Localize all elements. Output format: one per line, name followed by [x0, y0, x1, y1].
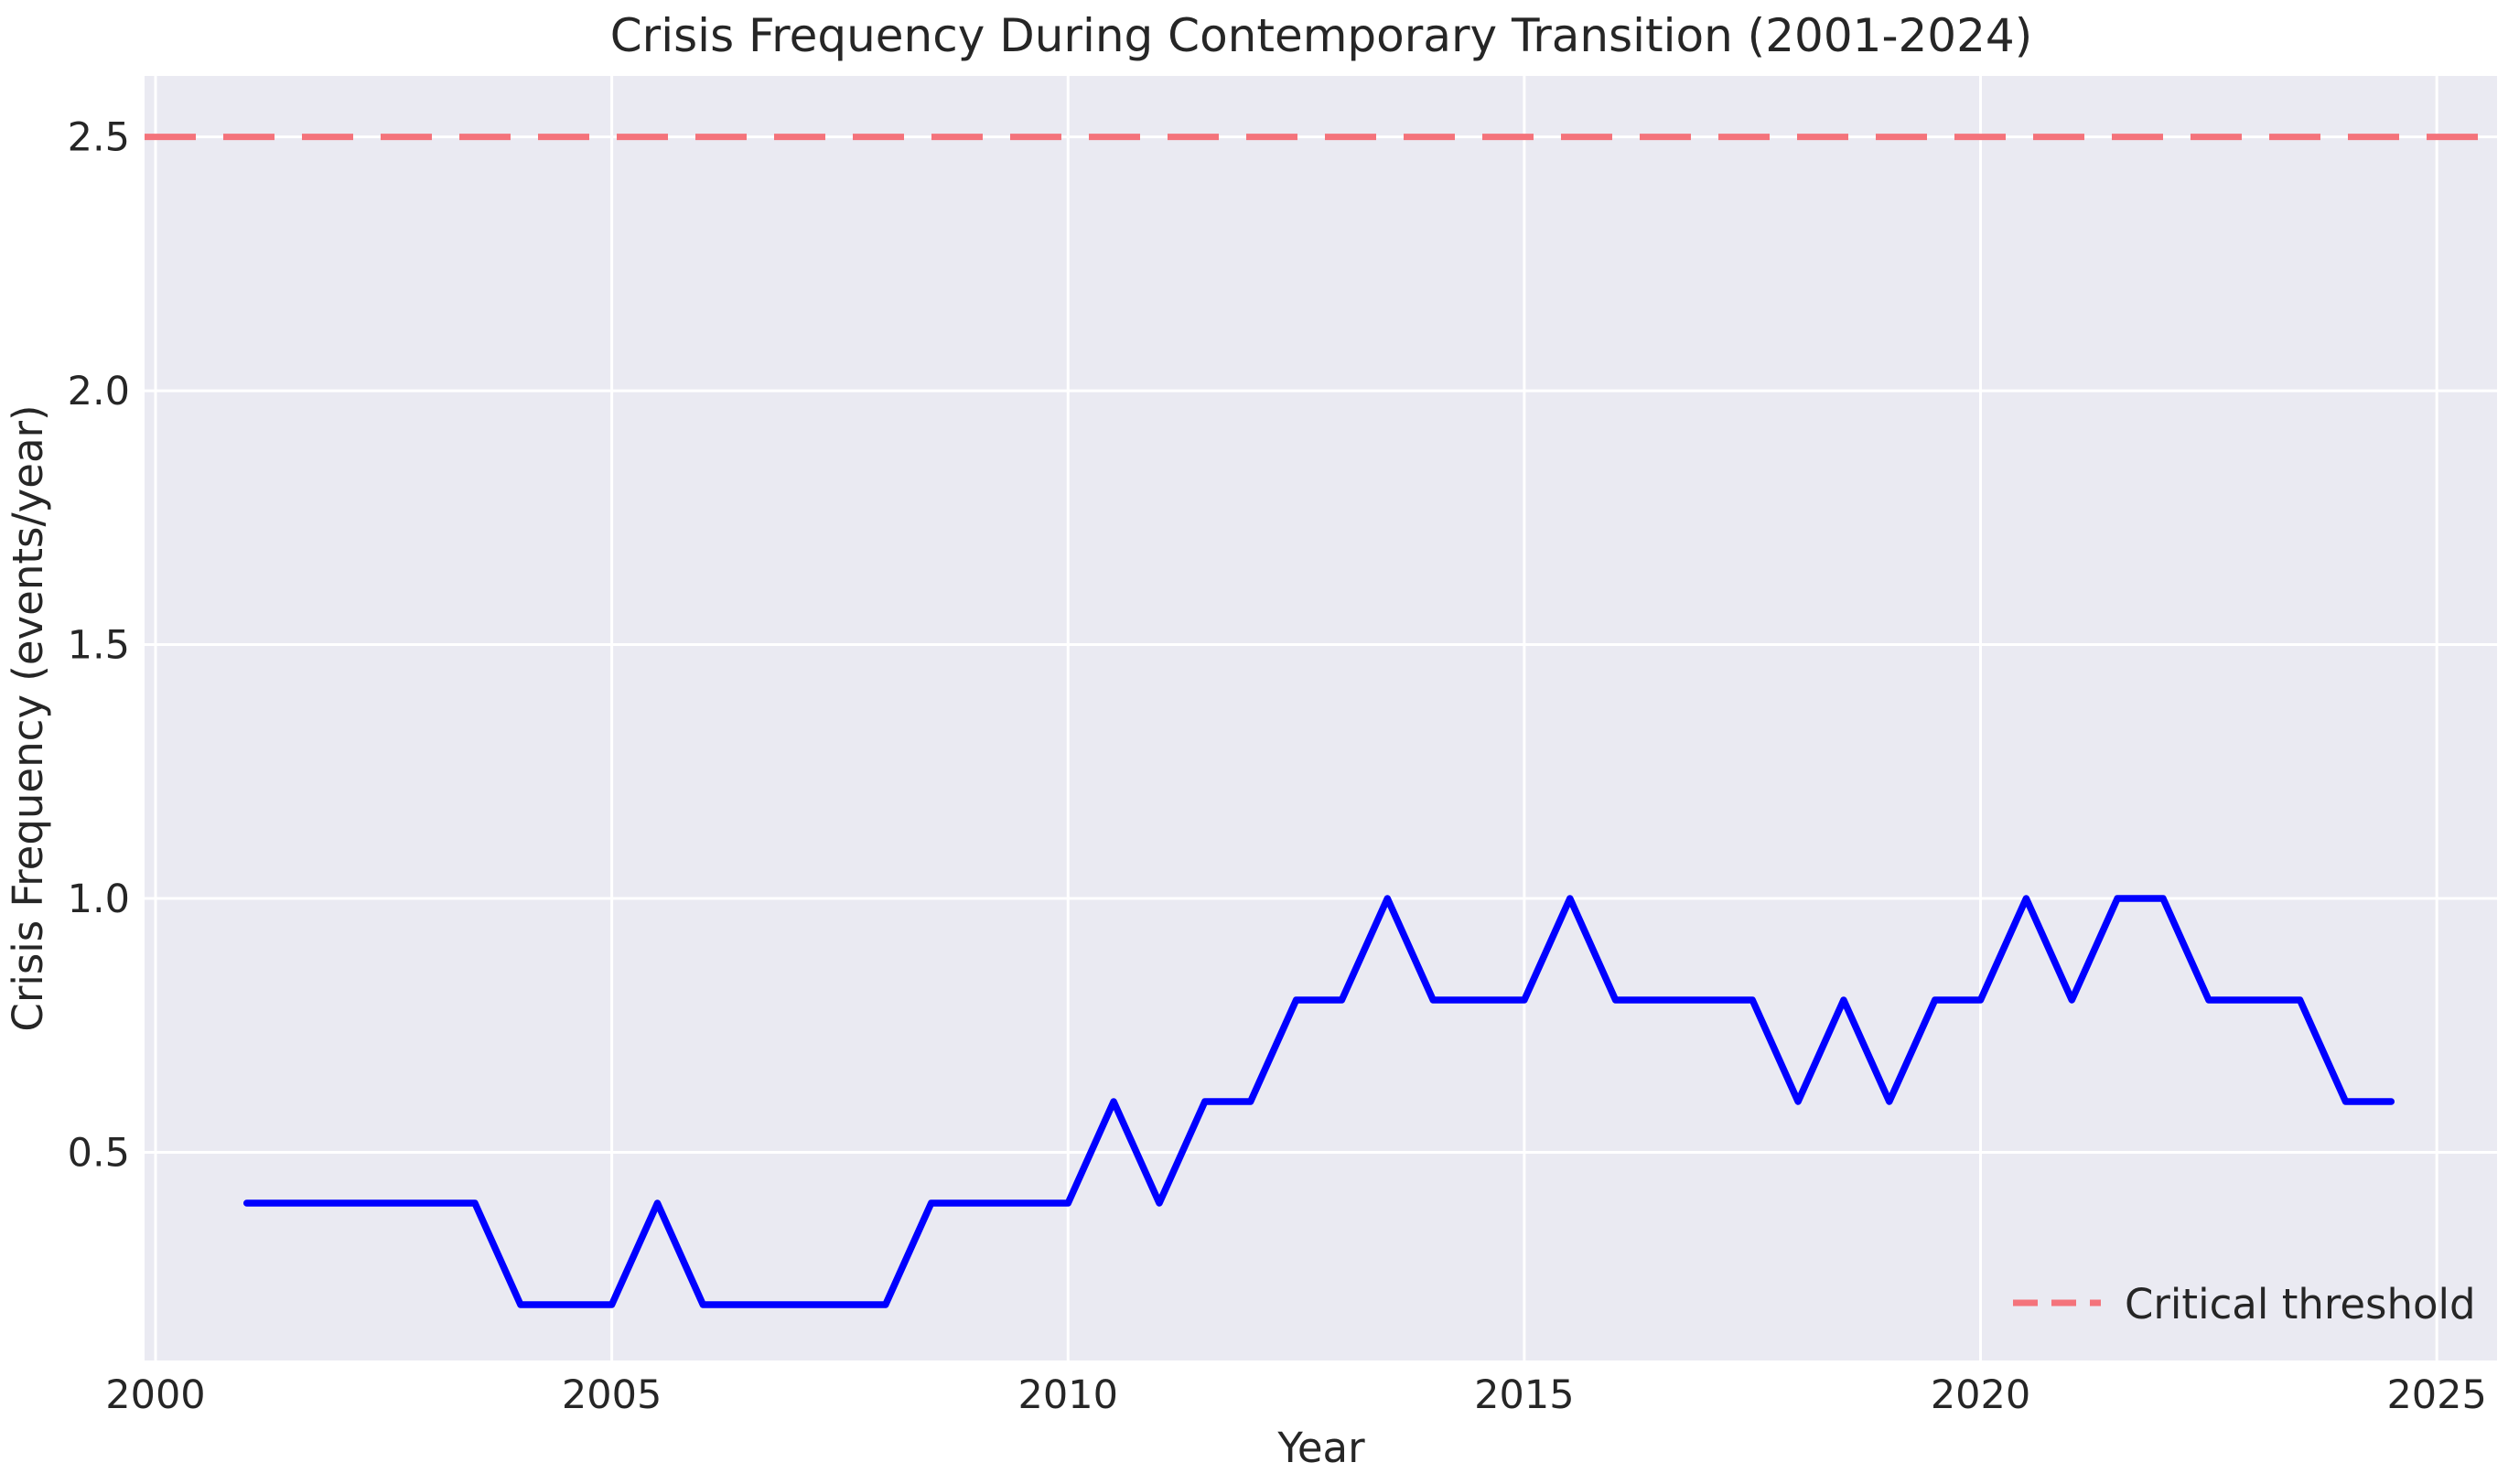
y-tick-label: 1.0: [68, 876, 130, 922]
crisis-frequency-line: [242, 895, 2395, 1308]
x-tick-label: 2020: [1931, 1372, 2030, 1418]
chart-title: Crisis Frequency During Contemporary Tra…: [610, 9, 2032, 62]
y-tick-label: 0.5: [68, 1130, 130, 1176]
y-axis-label: Crisis Frequency (events/year): [4, 404, 52, 1031]
y-axis-tick-labels: 0.5 1.0 1.5 2.0 2.5: [68, 115, 130, 1177]
y-tick-label: 2.0: [68, 369, 130, 414]
legend-label: Critical threshold: [2125, 1280, 2476, 1328]
legend: Critical threshold: [2013, 1280, 2476, 1328]
plot-area: [145, 76, 2497, 1360]
gridlines: [145, 76, 2497, 1360]
x-tick-label: 2015: [1474, 1372, 1574, 1418]
x-tick-label: 2000: [105, 1372, 205, 1418]
x-tick-label: 2025: [2386, 1372, 2486, 1418]
x-axis-tick-labels: 2000 2005 2010 2015 2020 2025: [105, 1372, 2487, 1418]
y-tick-label: 1.5: [68, 623, 130, 669]
x-tick-label: 2010: [1018, 1372, 1118, 1418]
y-tick-label: 2.5: [68, 115, 130, 161]
x-tick-label: 2005: [562, 1372, 662, 1418]
x-axis-label: Year: [1276, 1424, 1365, 1472]
